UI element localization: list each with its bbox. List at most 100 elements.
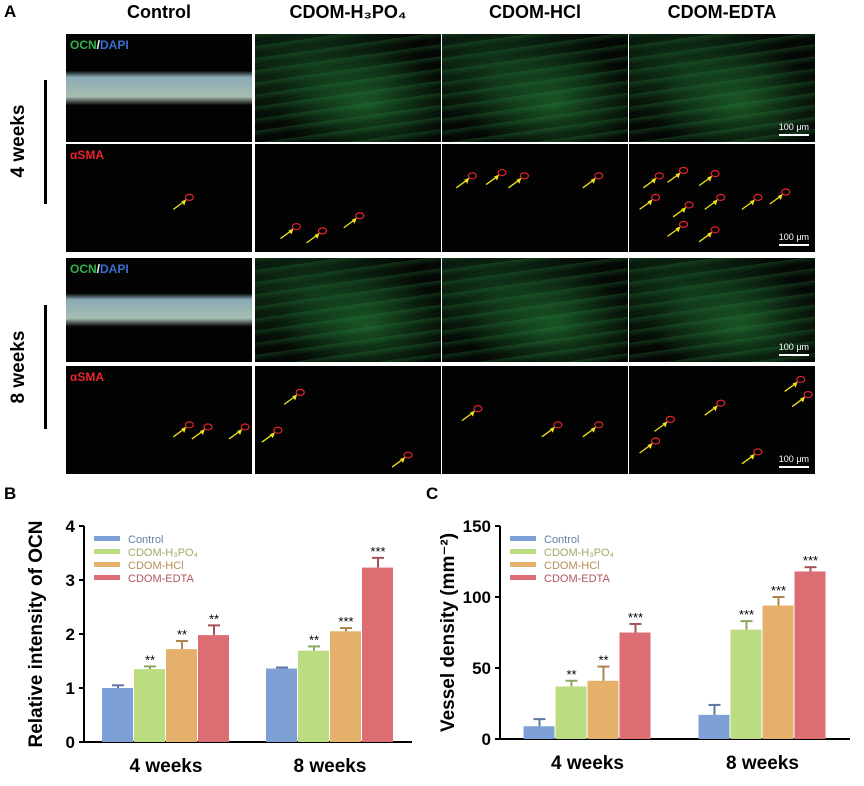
scale-bar	[779, 244, 809, 246]
arrow-head-icon	[651, 177, 657, 184]
legend-label: CDOM-H₃PO₄	[544, 547, 615, 559]
panel-a-letter: A	[4, 2, 17, 21]
y-tick-label: 150	[463, 517, 491, 536]
y-tick-label: 0	[66, 733, 75, 752]
y-tick-label: 1	[66, 679, 75, 698]
legend-label: CDOM-H₃PO₄	[128, 547, 199, 559]
vessel-overlay	[261, 388, 413, 468]
stain-dapi-text: DAPI	[100, 262, 129, 276]
micrograph-alpha-sma-4w-col2	[255, 144, 441, 252]
micrograph-alpha-sma-8w-col2	[255, 366, 441, 474]
vessel-mark	[403, 451, 413, 459]
column-header-cdom-hcl: CDOM-HCl	[489, 2, 581, 22]
stain-label-ocn-dapi: OCN/DAPI	[70, 262, 129, 276]
bar	[794, 571, 826, 739]
x-category-label: 8 weeks	[726, 753, 799, 774]
y-tick-label: 50	[472, 659, 491, 678]
row-group-bracket-4-weeks	[44, 80, 47, 204]
vessel-mark	[716, 193, 726, 202]
scale-bar-label: 100 μm	[778, 122, 809, 132]
vessel-mark	[796, 375, 806, 384]
scale-bar	[779, 354, 809, 356]
arrow-head-icon	[292, 394, 298, 401]
bar	[266, 668, 297, 742]
vessel-mark	[317, 227, 328, 235]
micrograph-alpha-sma-8w-col3	[442, 366, 628, 474]
scale-bar-label: 100 μm	[778, 454, 809, 464]
y-tick-label: 4	[66, 517, 76, 536]
legend-swatch	[94, 575, 120, 580]
arrow-head-icon	[647, 199, 653, 206]
legend-swatch	[510, 562, 536, 567]
arrow-head-icon	[237, 428, 243, 435]
vessel-mark	[678, 166, 689, 174]
vessel-mark	[753, 193, 763, 202]
significance-label: ***	[803, 553, 818, 568]
arrow-head-icon	[199, 428, 205, 435]
arrow-head-icon	[400, 457, 406, 464]
significance-label: **	[309, 632, 319, 647]
y-axis-label: Relative intensity of OCN	[26, 521, 47, 748]
legend-swatch	[510, 575, 536, 580]
y-tick-label: 2	[66, 625, 75, 644]
bar	[330, 631, 361, 742]
arrow-head-icon	[749, 199, 755, 206]
arrow-head-icon	[662, 421, 668, 428]
significance-label: **	[598, 653, 608, 668]
column-header-cdom-edta: CDOM-EDTA	[667, 2, 777, 22]
legend-swatch	[94, 562, 120, 567]
vessel-mark	[710, 170, 720, 178]
vessel-mark	[654, 172, 664, 180]
stain-separator: /	[96, 262, 101, 276]
arrow-head-icon	[800, 396, 806, 403]
x-category-label: 4 weeks	[551, 753, 624, 774]
stain-separator: /	[96, 38, 101, 52]
legend-swatch	[510, 536, 536, 541]
stain-ocn-text: OCN	[70, 262, 97, 276]
vessel-mark	[651, 193, 661, 202]
scale-bar-label: 100 μm	[778, 232, 809, 242]
stain-label-alpha-sma: αSMA	[70, 370, 105, 384]
vessel-overlay	[455, 168, 604, 189]
significance-label: ***	[370, 544, 385, 559]
arrow-head-icon	[681, 206, 687, 213]
stain-label-alpha-sma: αSMA	[70, 148, 105, 162]
bar	[134, 669, 165, 742]
bar	[698, 714, 730, 739]
significance-label: ***	[628, 610, 643, 625]
vessel-mark	[684, 201, 694, 209]
legend-swatch	[510, 549, 536, 554]
row-label-8-weeks: 8 weeks	[8, 330, 29, 404]
arrow-head-icon	[749, 453, 755, 460]
y-tick-label: 100	[463, 588, 491, 607]
arrow-head-icon	[707, 231, 713, 238]
arrow-head-icon	[494, 174, 500, 181]
legend-label: CDOM-HCl	[128, 560, 184, 572]
vessel-mark	[665, 415, 676, 424]
arrow-head-icon	[712, 405, 718, 412]
significance-label: **	[209, 611, 219, 626]
bar	[587, 680, 619, 739]
bar	[619, 632, 651, 739]
x-category-label: 8 weeks	[294, 756, 367, 777]
arrow-head-icon	[181, 426, 187, 433]
vessel-overlay	[639, 375, 813, 465]
arrow-head-icon	[590, 177, 596, 184]
bar	[730, 629, 762, 739]
significance-label: ***	[739, 607, 754, 622]
arrow-head-icon	[590, 426, 596, 433]
vessel-mark	[203, 423, 213, 431]
significance-label: **	[177, 627, 187, 642]
vessel-mark	[594, 421, 604, 429]
vessel-mark	[678, 220, 689, 229]
panel-b-letter: B	[4, 484, 17, 503]
vessel-mark	[651, 437, 661, 445]
micrograph-alpha-sma-8w-col1: αSMA	[66, 366, 252, 474]
vessel-mark	[295, 388, 305, 396]
vessel-overlay	[461, 404, 604, 438]
arrow-head-icon	[675, 172, 681, 179]
vessel-mark	[184, 421, 194, 429]
vessel-mark	[240, 423, 250, 431]
legend-label: CDOM-EDTA	[544, 573, 610, 585]
micrograph-ocn-dapi-8w-col3	[442, 258, 628, 362]
